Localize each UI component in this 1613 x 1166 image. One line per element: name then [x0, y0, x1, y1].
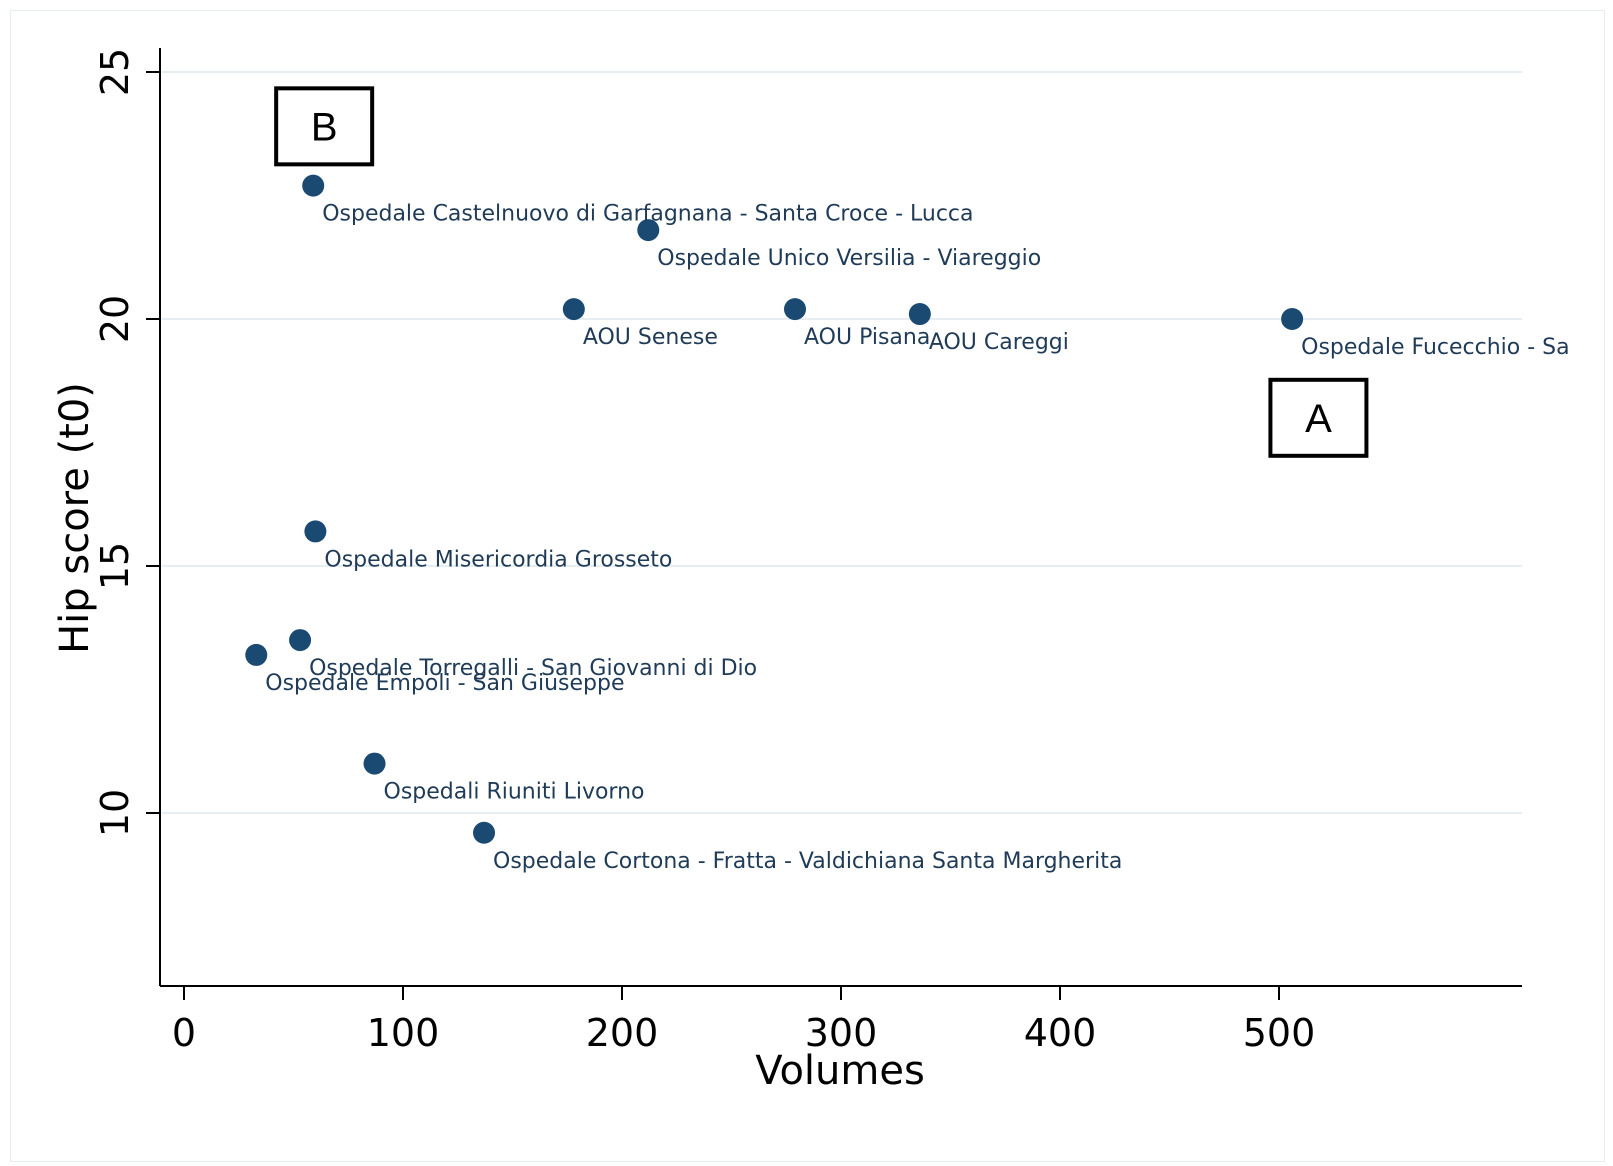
data-point [908, 303, 931, 326]
x-axis-title: Volumes [755, 1048, 925, 1094]
point-label: AOU Careggi [929, 330, 1069, 355]
data-point [302, 174, 325, 197]
annotation-box [1268, 377, 1369, 458]
point-label: Ospedale Torregalli - San Giovanni di Di… [309, 656, 757, 681]
x-tick-label: 300 [805, 1011, 878, 1055]
point-label: Ospedale Empoli - San Giuseppe [265, 671, 624, 696]
point-label: Ospedale Cortona - Fratta - Valdichiana … [493, 849, 1122, 874]
grid-lines [162, 71, 1522, 814]
x-tick-label: 0 [172, 1011, 196, 1055]
x-tick-label: 200 [586, 1011, 659, 1055]
y-tick-label: 25 [93, 48, 137, 96]
tick-marks: 10 15 20 25 0 100 200 300 400 500 [93, 48, 1315, 1055]
data-point [473, 821, 496, 844]
annotation-box [274, 86, 375, 167]
x-tick-label: 500 [1243, 1011, 1316, 1055]
point-label: AOU Pisana [804, 325, 930, 350]
point-label: Ospedale Misericordia Grosseto [324, 547, 672, 572]
annotation-boxes: AB [274, 86, 1369, 458]
data-point [363, 752, 386, 775]
annotation-label: A [1305, 397, 1332, 441]
data-point [245, 643, 268, 666]
data-point [562, 298, 585, 321]
x-tick-label: 400 [1024, 1011, 1097, 1055]
data-point [637, 219, 660, 242]
point-label: Ospedali Riuniti Livorno [384, 780, 645, 805]
data-point [1281, 308, 1304, 330]
point-labels: Ospedale Castelnuovo di Garfagnana - San… [265, 202, 1569, 874]
point-label: AOU Senese [583, 325, 718, 350]
data-points [245, 174, 1304, 844]
data-point [304, 520, 327, 543]
point-label: Ospedale Unico Versilia - Viareggio [657, 246, 1041, 271]
data-point [784, 298, 807, 321]
x-tick-label: 100 [367, 1011, 440, 1055]
annotation-label: B [311, 105, 338, 149]
y-axis-title: Hip score (t0) [52, 382, 98, 654]
data-point [289, 629, 312, 652]
y-tick-label: 10 [93, 789, 137, 837]
axes [159, 48, 1522, 987]
chart-frame [10, 10, 1605, 1162]
y-tick-label: 20 [93, 295, 137, 343]
point-label: Ospedale Castelnuovo di Garfagnana - San… [322, 202, 973, 227]
y-tick-label: 15 [93, 542, 137, 590]
point-label: Ospedale Fucecchio - Sa [1301, 335, 1569, 360]
